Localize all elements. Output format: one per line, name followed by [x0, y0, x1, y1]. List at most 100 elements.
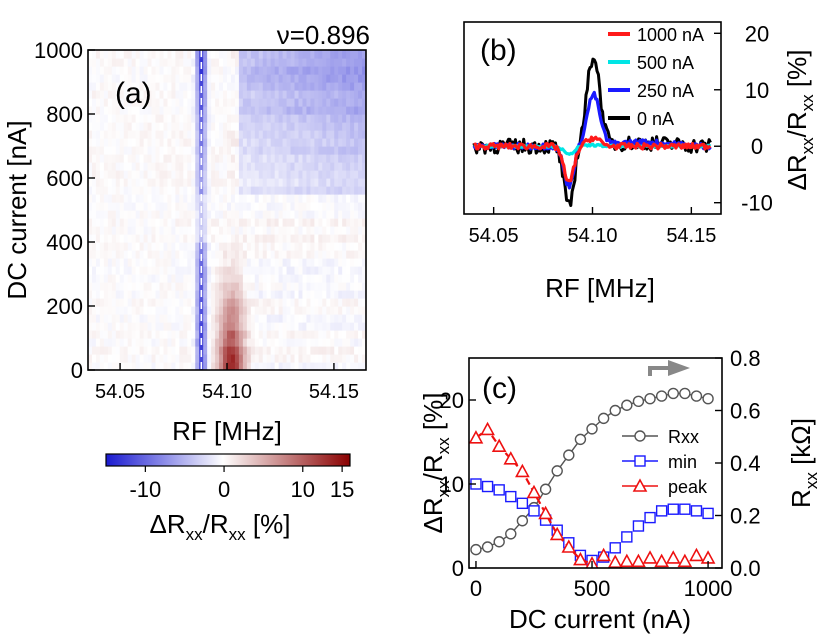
heatmap-cell — [147, 290, 153, 299]
heatmap-cell — [88, 146, 93, 155]
heatmap-cell — [207, 58, 212, 67]
heatmap-cell — [175, 346, 180, 355]
heatmap-cell — [310, 218, 315, 227]
heatmap-cell — [123, 242, 129, 251]
heatmap-cell — [123, 314, 129, 323]
heatmap-cell — [330, 282, 335, 291]
heatmap-cell — [246, 250, 252, 259]
heatmap-cell — [95, 202, 101, 211]
heatmap-cell — [187, 178, 192, 187]
heatmap-cell — [254, 234, 260, 243]
heatmap-cell — [270, 306, 276, 315]
heatmap-cell — [338, 178, 343, 187]
heatmap-cell — [290, 122, 296, 131]
heatmap-cell — [338, 242, 343, 251]
heatmap-cell — [230, 266, 236, 275]
heatmap-cell — [266, 210, 272, 219]
heatmap-cell — [326, 106, 331, 115]
heatmap-cell — [230, 314, 236, 323]
heatmap-cell — [318, 306, 323, 315]
heatmap-cell — [195, 314, 200, 323]
heatmap-cell — [155, 250, 161, 259]
heatmap-cell — [258, 74, 264, 83]
heatmap-cell — [127, 298, 133, 307]
heatmap-cell — [191, 218, 196, 227]
heatmap-cell — [123, 362, 129, 370]
heatmap-cell — [358, 162, 363, 171]
heatmap-cell — [103, 362, 109, 370]
heatmap-cell — [115, 258, 121, 267]
heatmap-cell — [91, 162, 97, 171]
heatmap-cell — [219, 170, 224, 179]
heatmap-cell — [306, 146, 311, 155]
heatmap-cell — [115, 98, 121, 107]
heatmap-cell — [286, 274, 292, 283]
heatmap-cell — [219, 130, 224, 139]
heatmap-cell — [171, 354, 176, 363]
heatmap-cell — [199, 114, 204, 123]
heatmap-cell — [270, 178, 276, 187]
heatmap-cell — [234, 218, 240, 227]
point-Rxx — [597, 412, 610, 425]
heatmap-cell — [127, 122, 133, 131]
heatmap-cell — [242, 82, 248, 91]
heatmap-cell — [179, 90, 184, 99]
heatmap-cell — [88, 162, 93, 171]
heatmap-cell — [294, 266, 300, 275]
heatmap-cell — [274, 274, 280, 283]
heatmap-cell — [314, 186, 319, 195]
heatmap-cell — [270, 98, 276, 107]
heatmap-cell — [254, 162, 260, 171]
heatmap-cell — [207, 306, 212, 315]
heatmap-cell — [298, 306, 304, 315]
heatmap-cell — [211, 354, 216, 363]
heatmap-cell — [147, 138, 153, 147]
heatmap-cell — [262, 298, 268, 307]
heatmap-cell — [246, 74, 252, 83]
heatmap-cell — [155, 226, 161, 235]
heatmap-cell — [175, 202, 180, 211]
heatmap-cell — [223, 66, 228, 75]
heatmap-cell — [179, 338, 184, 347]
heatmap-cell — [358, 290, 363, 299]
heatmap-cell — [227, 194, 232, 203]
heatmap-cell — [131, 346, 137, 355]
heatmap-cell — [234, 82, 240, 91]
heatmap-cell — [175, 106, 180, 115]
heatmap-cell — [179, 162, 184, 171]
heatmap-cell — [99, 82, 105, 91]
heatmap-cell — [199, 234, 204, 243]
heatmap-cell — [322, 106, 327, 115]
heatmap-cell — [342, 130, 347, 139]
heatmap-cell — [88, 250, 93, 259]
heatmap-cell — [223, 274, 228, 283]
heatmap-cell — [167, 330, 172, 339]
heatmap-cell — [88, 338, 93, 347]
heatmap-cell — [95, 82, 101, 91]
heatmap-cell — [183, 138, 188, 147]
heatmap-cell — [123, 130, 129, 139]
heatmap-cell — [203, 250, 208, 259]
heatmap-cell — [270, 114, 276, 123]
heatmap-cell — [103, 314, 109, 323]
heatmap-cell — [342, 154, 347, 163]
heatmap-cell — [362, 90, 366, 99]
heatmap-cell — [278, 362, 284, 370]
heatmap-cell — [179, 130, 184, 139]
heatmap-cell — [123, 282, 129, 291]
heatmap-cell — [111, 274, 117, 283]
heatmap-cell — [159, 146, 165, 155]
heatmap-cell — [302, 82, 308, 91]
heatmap-cell — [159, 298, 165, 307]
legend-label: 500 nA — [637, 53, 694, 73]
heatmap-cell — [278, 202, 284, 211]
heatmap-cell — [298, 162, 304, 171]
heatmap-cell — [266, 98, 272, 107]
heatmap-cell — [131, 90, 137, 99]
heatmap-cell — [290, 298, 296, 307]
heatmap-cell — [330, 346, 335, 355]
heatmap-cell — [167, 362, 172, 370]
heatmap-cell — [282, 210, 288, 219]
heatmap-cell — [179, 250, 184, 259]
heatmap-cell — [338, 234, 343, 243]
